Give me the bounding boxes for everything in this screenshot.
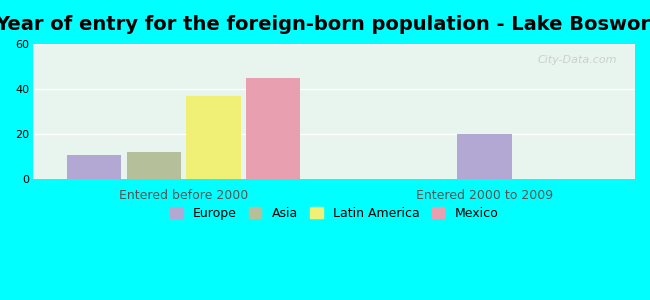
Bar <box>187 96 240 179</box>
Bar <box>246 78 300 179</box>
Bar <box>458 134 512 179</box>
Title: Year of entry for the foreign-born population - Lake Bosworth: Year of entry for the foreign-born popul… <box>0 15 650 34</box>
Legend: Europe, Asia, Latin America, Mexico: Europe, Asia, Latin America, Mexico <box>165 202 503 225</box>
Bar <box>127 152 181 179</box>
Text: City-Data.com: City-Data.com <box>538 55 617 65</box>
Bar <box>68 154 122 179</box>
